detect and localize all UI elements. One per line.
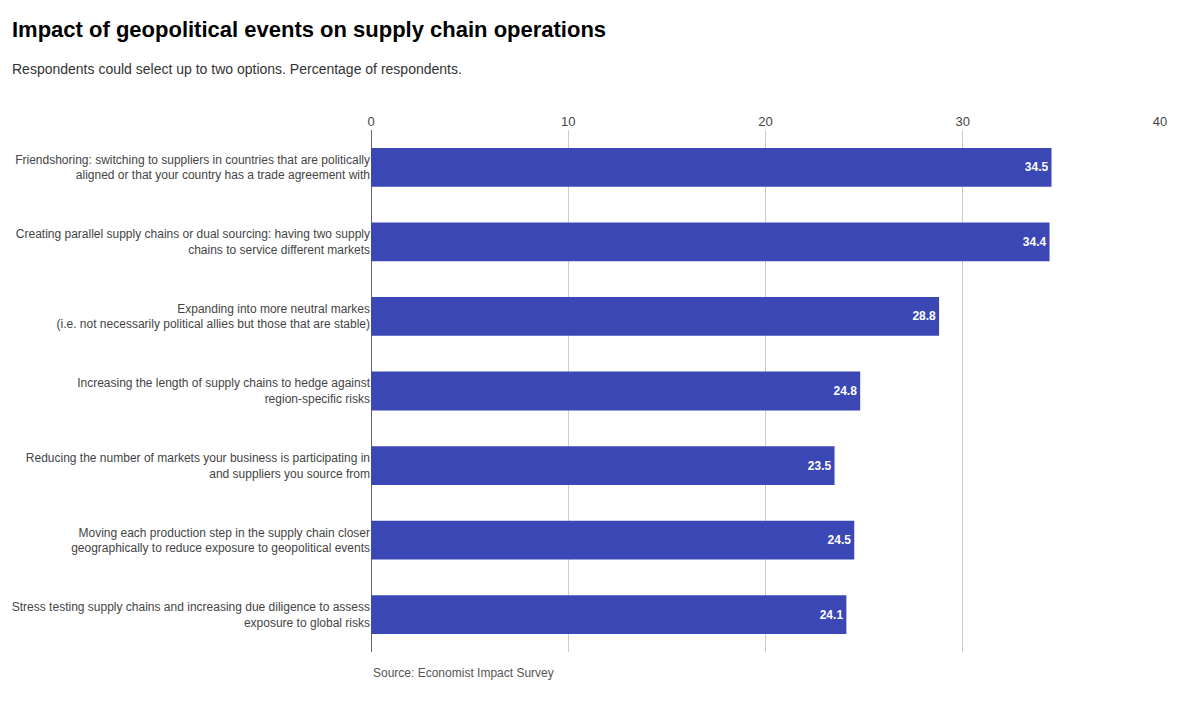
svg-text:34.4: 34.4 <box>1023 235 1047 249</box>
svg-text:Increasing the length of suppl: Increasing the length of supply chains t… <box>77 376 371 406</box>
svg-text:23.5: 23.5 <box>808 459 832 473</box>
svg-text:40: 40 <box>1153 114 1167 129</box>
svg-text:24.5: 24.5 <box>828 533 852 547</box>
svg-text:Expanding into more neutral ma: Expanding into more neutral markes(i.e. … <box>57 302 371 332</box>
svg-text:0: 0 <box>367 114 374 129</box>
svg-text:10: 10 <box>561 114 575 129</box>
svg-text:Source: Economist Impact Surve: Source: Economist Impact Survey <box>373 666 554 680</box>
svg-text:Reducing the number of markets: Reducing the number of markets your busi… <box>26 451 370 481</box>
svg-text:Friendshoring: switching to su: Friendshoring: switching to suppliers in… <box>15 153 370 183</box>
svg-text:Stress testing supply chains a: Stress testing supply chains and increas… <box>12 600 370 630</box>
svg-text:Moving each production step in: Moving each production step in the suppl… <box>71 526 370 556</box>
svg-text:24.8: 24.8 <box>833 384 857 398</box>
svg-text:24.1: 24.1 <box>820 608 844 622</box>
svg-text:30: 30 <box>956 114 970 129</box>
svg-text:Creating parallel supply chain: Creating parallel supply chains or dual … <box>16 227 370 257</box>
svg-text:Impact of geopolitical events: Impact of geopolitical events on supply … <box>12 17 606 42</box>
svg-text:20: 20 <box>758 114 772 129</box>
svg-text:34.5: 34.5 <box>1025 160 1049 174</box>
svg-text:Respondents could select up to: Respondents could select up to two optio… <box>12 61 462 77</box>
svg-text:28.8: 28.8 <box>912 309 936 323</box>
